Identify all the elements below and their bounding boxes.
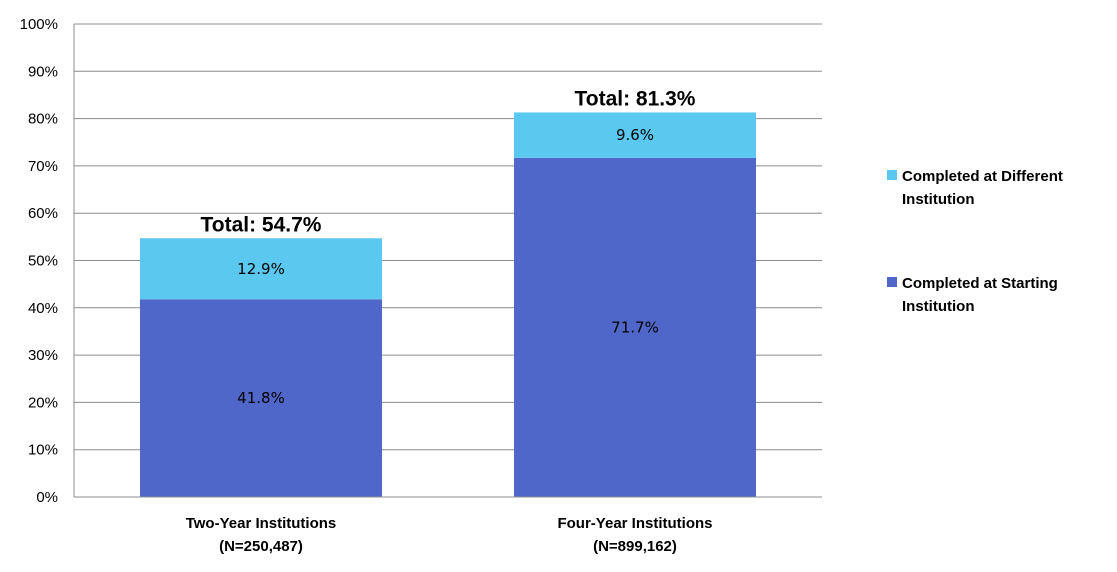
y-tick-label: 40%	[28, 300, 58, 317]
total-label: Total: 81.3%	[575, 87, 696, 110]
axes	[73, 24, 822, 498]
legend-label: Institution	[902, 298, 974, 315]
bars	[140, 112, 756, 497]
x-category-label: (N=899,162)	[593, 538, 677, 555]
legend-label: Completed at Different	[902, 168, 1063, 185]
legend-label: Completed at Starting	[902, 275, 1058, 292]
x-category-label: Two-Year Institutions	[186, 515, 337, 532]
legend-swatch	[887, 277, 897, 287]
y-axis-tick-labels: 0% 10% 20% 30% 40% 50% 60% 70% 80% 90% 100%	[20, 16, 58, 506]
bar-segment	[140, 299, 382, 497]
legend: Completed at Different Institution Complet…	[887, 168, 1063, 315]
segment-value-label: 12.9%	[237, 260, 285, 278]
y-tick-label: 0%	[36, 489, 58, 506]
segment-value-label: 71.7%	[611, 318, 659, 336]
y-tick-label: 100%	[20, 16, 58, 33]
y-tick-label: 70%	[28, 158, 58, 175]
bar-segment	[514, 157, 756, 497]
y-tick-label: 30%	[28, 347, 58, 364]
segment-value-label: 9.6%	[616, 126, 654, 144]
legend-label: Institution	[902, 191, 974, 208]
y-tick-label: 90%	[28, 63, 58, 80]
segment-value-labels: 41.8% 12.9% 71.7% 9.6%	[237, 126, 659, 407]
y-tick-label: 20%	[28, 394, 58, 411]
y-tick-label: 50%	[28, 253, 58, 270]
y-tick-label: 60%	[28, 205, 58, 222]
legend-swatch	[887, 170, 897, 180]
x-category-label: Four-Year Institutions	[557, 515, 712, 532]
y-tick-label: 80%	[28, 111, 58, 128]
x-category-label: (N=250,487)	[219, 538, 303, 555]
segment-value-label: 41.8%	[237, 389, 285, 407]
bar-segment	[514, 112, 756, 158]
bar-segment	[140, 238, 382, 300]
y-tick-label: 10%	[28, 442, 58, 459]
total-label: Total: 54.7%	[201, 213, 322, 236]
x-axis-category-labels: Two-Year Institutions (N=250,487) Four-Yea…	[186, 515, 713, 555]
total-labels: Total: 54.7% Total: 81.3%	[201, 87, 696, 236]
